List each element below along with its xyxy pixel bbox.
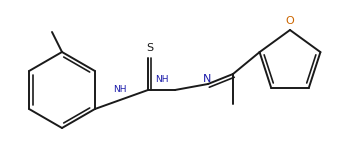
Text: NH: NH [155,75,168,84]
Text: O: O [286,16,294,26]
Text: NH: NH [113,85,126,94]
Text: S: S [146,43,154,53]
Text: N: N [203,74,211,84]
